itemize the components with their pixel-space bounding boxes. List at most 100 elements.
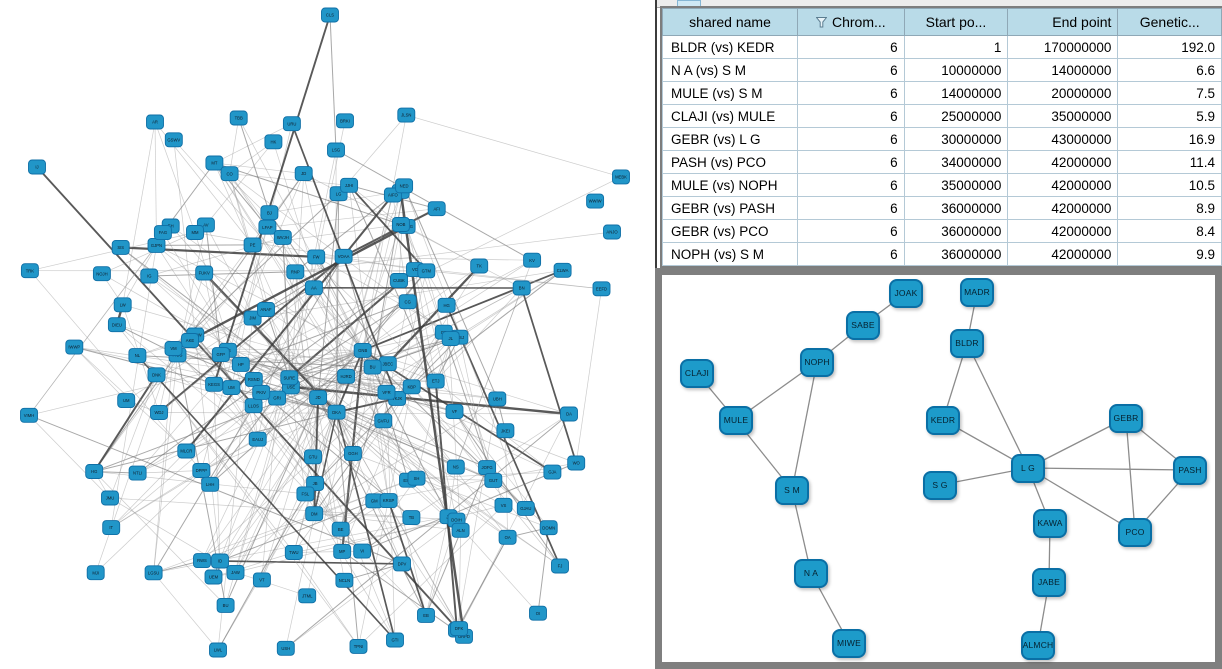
network-node[interactable]: KEGS [205,376,224,392]
subnetwork-edge-GEBR-PCO[interactable] [1125,417,1136,533]
network-node[interactable]: MT [205,155,224,171]
network-node[interactable]: TPNI [349,638,368,654]
network-node[interactable]: PE [243,237,262,253]
network-node[interactable]: SIS [111,239,130,255]
network-node[interactable]: EAUJ [248,431,267,447]
network-node[interactable]: ANJO [603,224,621,240]
network-node[interactable]: ID [211,553,229,569]
network-node[interactable]: NED [395,178,414,194]
subnetwork-node-S_G[interactable]: S G [923,470,957,500]
network-node[interactable]: ETJ [426,373,445,389]
network-node[interactable]: AKE [181,333,199,348]
network-node[interactable]: LSG [327,142,345,158]
table-row[interactable]: CLAJI (vs) MULE 6 25000000 35000000 5.9 [661,104,1222,128]
network-node[interactable]: VIMH [20,407,38,423]
network-node[interactable]: BN [512,280,531,296]
network-node[interactable]: WDJ [150,405,168,420]
network-node[interactable]: TRK [20,263,39,279]
network-node[interactable]: GTU [304,449,322,465]
subnetwork-node-KEDR[interactable]: KEDR [926,405,960,435]
subnetwork-node-BLDR[interactable]: BLDR [950,328,984,358]
network-node[interactable]: DA [560,406,578,422]
network-node[interactable]: BE [331,521,350,537]
network-node[interactable]: JIM [243,310,262,326]
network-node[interactable]: OA [498,529,517,545]
subnetwork-node-JOAK[interactable]: JOAK [889,278,923,308]
network-node[interactable]: DIEU [107,317,126,333]
network-node[interactable]: LHH [201,476,220,492]
network-node[interactable]: FUKV [195,265,214,281]
network-node[interactable]: DPPP [192,463,211,478]
network-node[interactable]: NOJH [92,266,111,282]
network-node[interactable]: DM [305,506,324,522]
network-node[interactable]: HG [85,464,104,479]
network-node[interactable]: JBEC [378,356,397,372]
network-node[interactable]: VS [494,497,513,513]
subnetwork-node-S_M[interactable]: S M [775,475,809,505]
network-node[interactable]: IWWP [65,339,84,355]
network-node[interactable]: GFP [211,347,230,363]
network-node[interactable]: GTM [417,263,436,279]
network-node[interactable]: USH [276,640,295,656]
network-node[interactable]: BJ [260,205,279,221]
network-node[interactable]: TB [402,510,421,526]
network-node[interactable]: MEBK [612,169,630,185]
network-node[interactable]: CLS [321,7,339,23]
column-header-genetic[interactable]: Genetic... [1117,8,1222,36]
network-node[interactable]: RWS [193,553,211,569]
network-node[interactable]: BU [216,597,235,613]
network-node[interactable]: DOMN [539,520,558,536]
network-node[interactable]: GJA [543,464,562,480]
network-node[interactable]: LLOS [244,398,263,414]
network-node[interactable]: AA [304,280,323,296]
network-node[interactable]: WO [567,455,586,471]
subnetwork-node-KAWA[interactable]: KAWA [1033,508,1067,538]
network-node[interactable]: NOB [391,217,410,232]
network-node[interactable]: DNK [147,367,166,383]
table-row[interactable]: MULE (vs) S M 6 14000000 20000000 7.5 [661,81,1222,105]
network-node[interactable]: CG [398,294,417,310]
network-node[interactable]: NS [446,459,465,475]
network-node[interactable]: MP [333,543,352,559]
table-row[interactable]: N A (vs) S M 6 10000000 14000000 6.6 [661,58,1222,82]
network-node[interactable]: LWL [209,642,227,658]
table-row[interactable]: GEBR (vs) PASH 6 36000000 42000000 8.9 [661,196,1222,220]
table-row[interactable]: BLDR (vs) KEDR 6 1 170000000 192.0 [661,35,1222,59]
network-node[interactable]: NTLI [128,465,147,481]
main-network-view[interactable]: CLSLSGIJARLWLGTICJFJANJOJMUGNBRWSAFIBJHG… [0,0,655,669]
network-node[interactable]: NL [128,348,147,364]
network-node[interactable]: UM [117,393,136,409]
network-node[interactable]: ANAF [257,302,275,317]
network-node[interactable]: DKA [327,404,346,420]
subnetwork-node-GEBR[interactable]: GEBR [1109,403,1143,433]
network-node[interactable]: BU [363,359,382,375]
network-node[interactable]: NCLN [335,572,354,588]
subnetwork-node-CLAJI[interactable]: CLAJI [680,358,714,388]
subnetwork-node-SABE[interactable]: SABE [846,310,880,340]
network-node[interactable]: IT [102,520,121,536]
network-node[interactable]: KV [523,252,542,268]
network-node[interactable]: MJI [86,565,105,581]
subnetwork-node-L_G[interactable]: L G [1011,453,1045,483]
network-node[interactable]: HP [231,356,250,372]
network-node[interactable]: TK [470,258,489,274]
network-node[interactable]: DFK [450,621,469,637]
network-node[interactable]: TBB [229,110,248,126]
network-node[interactable]: PKIV [252,384,271,400]
network-node[interactable]: RSND [244,371,263,387]
subnetwork-edge-PCO-L_G[interactable] [1027,467,1136,533]
subnetwork-node-MADR[interactable]: MADR [960,277,994,307]
network-node[interactable]: LFAP [258,219,277,235]
network-node[interactable]: JKEI [496,423,515,439]
network-node[interactable]: VT [252,572,271,588]
network-node[interactable]: UEM [204,569,223,585]
network-node[interactable]: UBH [488,391,507,407]
subnetwork-node-MULE[interactable]: MULE [719,405,753,435]
network-node[interactable]: JD [294,166,313,182]
network-node[interactable]: GJAU [516,500,535,516]
table-row[interactable]: PASH (vs) PCO 6 34000000 42000000 11.4 [661,150,1222,174]
network-node[interactable]: GNB [353,342,372,358]
network-node[interactable]: GVFU [374,413,393,429]
network-node[interactable]: URU [282,116,301,132]
network-node[interactable]: VFR [377,384,396,400]
